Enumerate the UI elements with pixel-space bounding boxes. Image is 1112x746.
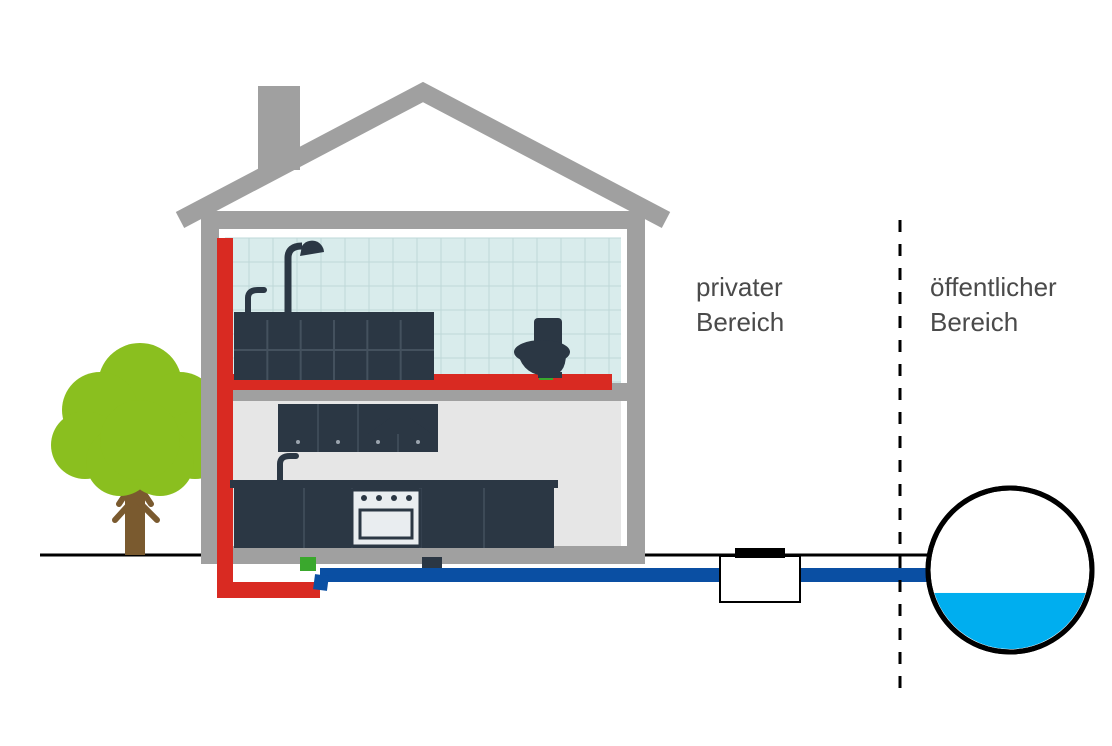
label-private: privater Bereich bbox=[696, 270, 784, 340]
manhole-box bbox=[720, 556, 800, 602]
stub-floor-1 bbox=[300, 557, 316, 571]
diagram-svg bbox=[0, 0, 1112, 746]
sewer-water bbox=[928, 593, 1092, 652]
chimney bbox=[258, 86, 300, 170]
house-roof bbox=[180, 92, 666, 220]
manhole-cap bbox=[735, 548, 785, 558]
diagram-stage: privater Bereich öffentlicher Bereich bbox=[0, 0, 1112, 746]
label-public: öffentlicher Bereich bbox=[930, 270, 1057, 340]
